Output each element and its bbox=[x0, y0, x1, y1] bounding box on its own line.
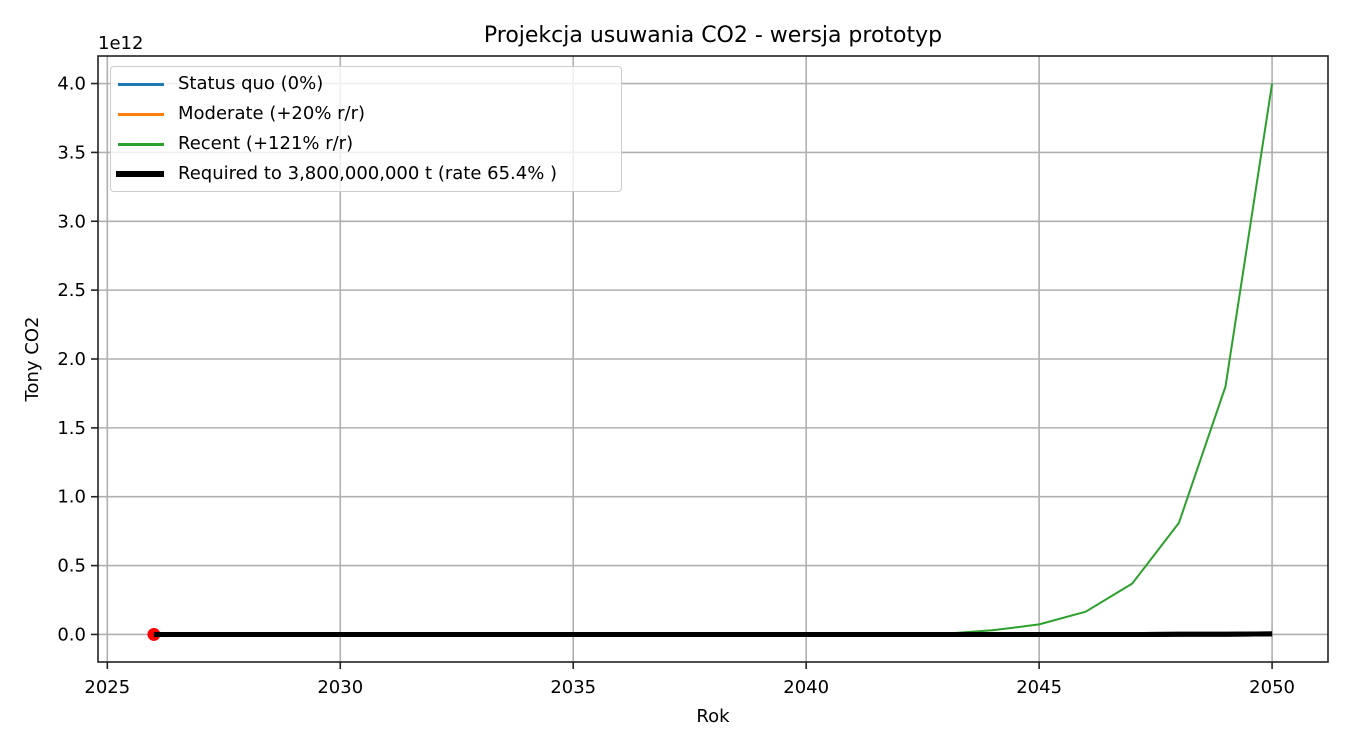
legend-swatch-orange bbox=[118, 112, 164, 116]
legend-label: Status quo (0%) bbox=[178, 73, 324, 94]
chart-title: Projekcja usuwania CO2 - wersja prototyp bbox=[484, 23, 942, 48]
legend-swatch-black bbox=[116, 171, 164, 177]
grid-lines bbox=[98, 56, 1328, 662]
y-tick-label: 2.5 bbox=[57, 280, 86, 301]
x-tick-label: 2050 bbox=[1249, 677, 1295, 698]
y-tick-label: 3.5 bbox=[57, 142, 86, 163]
x-axis-label: Rok bbox=[696, 706, 730, 727]
x-tick-label: 2030 bbox=[317, 677, 363, 698]
y-tick-label: 1.0 bbox=[57, 487, 86, 508]
y-tick-label: 2.0 bbox=[57, 349, 86, 370]
legend-label: Moderate (+20% r/r) bbox=[178, 103, 366, 124]
y-offset-label: 1e12 bbox=[98, 33, 143, 54]
y-tick-label: 3.0 bbox=[57, 211, 86, 232]
y-axis-label: Tony CO2 bbox=[22, 317, 43, 403]
legend-swatch-blue bbox=[118, 82, 164, 86]
series-layer bbox=[147, 83, 1274, 641]
x-tick-label: 2035 bbox=[550, 677, 596, 698]
x-tick-label: 2025 bbox=[84, 677, 130, 698]
y-tick-label: 4.0 bbox=[57, 74, 86, 95]
legend-swatch-green bbox=[118, 142, 164, 146]
y-tick-label: 1.5 bbox=[57, 418, 86, 439]
legend: Status quo (0%) Moderate (+20% r/r) Rece… bbox=[110, 66, 622, 192]
y-tick-label: 0.0 bbox=[57, 624, 86, 645]
y-tick-label: 0.5 bbox=[57, 556, 86, 577]
x-tick-label: 2040 bbox=[783, 677, 829, 698]
y-axis-ticks: 0.0 0.5 1.0 1.5 2.0 2.5 3.0 3.5 4.0 bbox=[57, 74, 98, 645]
x-tick-label: 2045 bbox=[1016, 677, 1062, 698]
required-line-overlay bbox=[153, 631, 1273, 637]
legend-label: Recent (+121% r/r) bbox=[178, 133, 354, 154]
x-axis-ticks: 2025 2030 2035 2040 2045 2050 bbox=[84, 662, 1295, 698]
legend-label: Required to 3,800,000,000 t (rate 65.4% … bbox=[178, 163, 558, 184]
